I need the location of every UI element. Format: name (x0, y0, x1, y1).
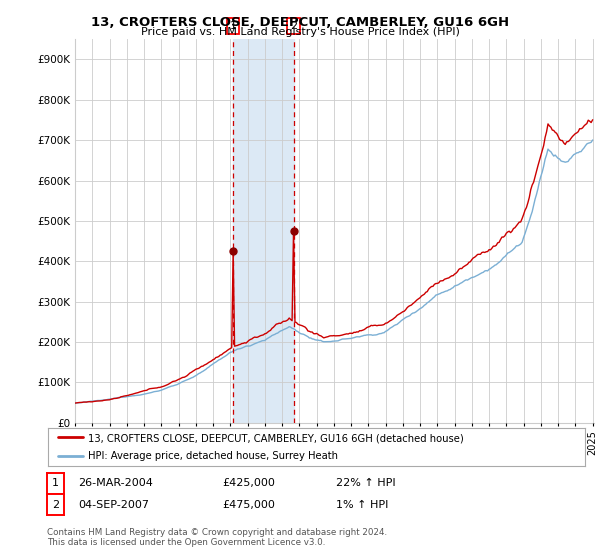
Text: 1% ↑ HPI: 1% ↑ HPI (336, 500, 388, 510)
Text: 13, CROFTERS CLOSE, DEEPCUT, CAMBERLEY, GU16 6GH (detached house): 13, CROFTERS CLOSE, DEEPCUT, CAMBERLEY, … (88, 433, 464, 443)
Text: 22% ↑ HPI: 22% ↑ HPI (336, 478, 395, 488)
Text: 1: 1 (52, 478, 59, 488)
Text: HPI: Average price, detached house, Surrey Heath: HPI: Average price, detached house, Surr… (88, 451, 338, 461)
Text: Price paid vs. HM Land Registry's House Price Index (HPI): Price paid vs. HM Land Registry's House … (140, 27, 460, 37)
Text: 1: 1 (230, 21, 236, 31)
Bar (233, 39, 293, 423)
Text: 04-SEP-2007: 04-SEP-2007 (78, 500, 149, 510)
Text: 2: 2 (52, 500, 59, 510)
Text: 26-MAR-2004: 26-MAR-2004 (78, 478, 153, 488)
Text: 2: 2 (290, 21, 297, 31)
Text: Contains HM Land Registry data © Crown copyright and database right 2024.
This d: Contains HM Land Registry data © Crown c… (47, 528, 387, 547)
Text: £425,000: £425,000 (222, 478, 275, 488)
Text: £475,000: £475,000 (222, 500, 275, 510)
Text: 13, CROFTERS CLOSE, DEEPCUT, CAMBERLEY, GU16 6GH: 13, CROFTERS CLOSE, DEEPCUT, CAMBERLEY, … (91, 16, 509, 29)
